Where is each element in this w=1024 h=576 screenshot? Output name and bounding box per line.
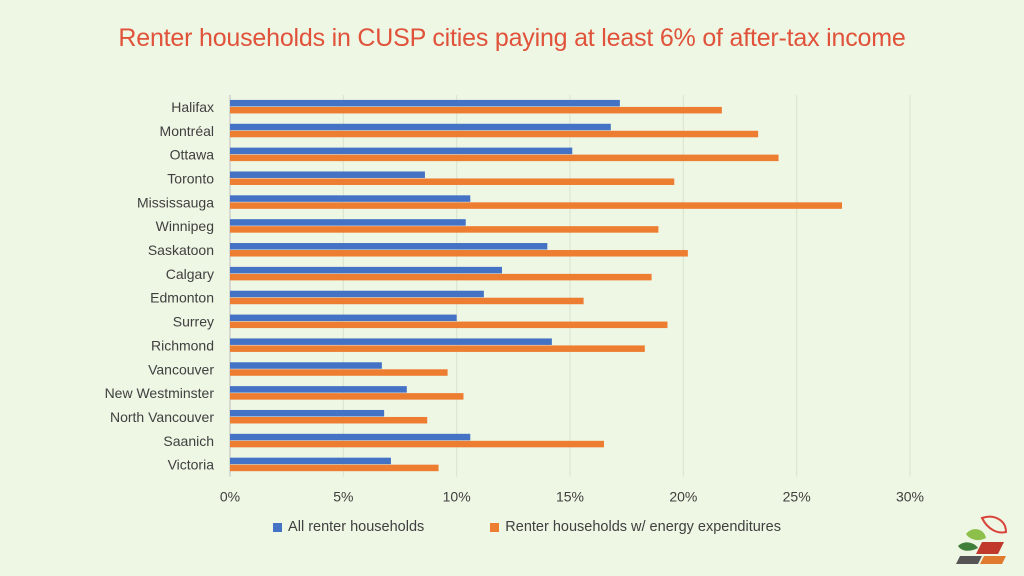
bar-all-renters (230, 338, 552, 345)
category-label: Halifax (171, 99, 214, 115)
category-label: Toronto (167, 170, 214, 186)
bar-all-renters (230, 409, 385, 417)
x-tick-label: 15% (556, 489, 584, 505)
x-tick-label: 20% (669, 489, 697, 505)
bar-all-renters (230, 195, 471, 202)
bar-all-renters (230, 290, 484, 298)
bar-energy-renters (230, 250, 688, 257)
bar-all-renters (230, 433, 471, 441)
legend-swatch-blue (273, 522, 283, 532)
category-label: Winnipeg (156, 218, 214, 234)
bar-energy-renters (230, 154, 779, 162)
legend-label: All renter households (288, 519, 425, 535)
category-label: Calgary (166, 266, 214, 282)
bar-all-renters (230, 457, 391, 465)
category-label: Saanich (163, 433, 214, 449)
cusp-leaf-logo-icon (956, 515, 1008, 564)
category-label: Montréal (160, 123, 214, 139)
bar-all-renters (230, 147, 573, 155)
bar-energy-renters (230, 440, 604, 448)
x-tick-label: 5% (333, 489, 353, 505)
category-label: Victoria (168, 457, 215, 473)
category-label: New Westminster (105, 385, 215, 401)
bar-energy-renters (230, 416, 428, 424)
bar-energy-renters (230, 321, 668, 329)
legend-swatch-orange (490, 522, 500, 532)
bar-energy-renters (230, 369, 448, 376)
legend-label: Renter households w/ energy expenditures (505, 519, 781, 535)
bar-all-renters (230, 123, 611, 131)
bar-energy-renters (230, 106, 722, 114)
bar-all-renters (230, 219, 466, 226)
x-tick-label: 10% (443, 489, 471, 505)
bar-energy-renters (230, 464, 439, 472)
category-label: Saskatoon (148, 242, 214, 258)
x-tick-label: 30% (896, 489, 924, 505)
bar-energy-renters (230, 202, 842, 209)
bar-all-renters (230, 314, 457, 322)
chart-title: Renter households in CUSP cities paying … (118, 24, 906, 52)
bar-energy-renters (230, 130, 759, 138)
category-label: Mississauga (137, 194, 214, 210)
category-label: Ottawa (170, 147, 215, 163)
bar-energy-renters (230, 273, 652, 281)
x-tick-label: 25% (783, 489, 811, 505)
bar-all-renters (230, 386, 407, 393)
category-label: Vancouver (148, 361, 214, 377)
category-label: Richmond (151, 337, 214, 353)
legend-item-energy-renters: Renter households w/ energy expenditures (490, 519, 781, 535)
category-label: Surrey (173, 314, 214, 330)
bar-energy-renters (230, 178, 675, 185)
x-tick-label: 0% (220, 489, 240, 505)
bar-energy-renters (230, 226, 659, 233)
legend-item-all-renters: All renter households (273, 519, 424, 535)
bar-energy-renters (230, 345, 645, 352)
bar-all-renters (230, 243, 548, 250)
bar-all-renters (230, 99, 620, 107)
chart-legend: All renter households Renter households … (0, 519, 1024, 535)
category-label: Edmonton (150, 290, 214, 306)
category-label: North Vancouver (110, 409, 214, 425)
bar-all-renters (230, 362, 382, 369)
bar-all-renters (230, 266, 502, 274)
bar-all-renters (230, 171, 425, 178)
bar-energy-renters (230, 297, 584, 305)
bar-energy-renters (230, 393, 464, 400)
